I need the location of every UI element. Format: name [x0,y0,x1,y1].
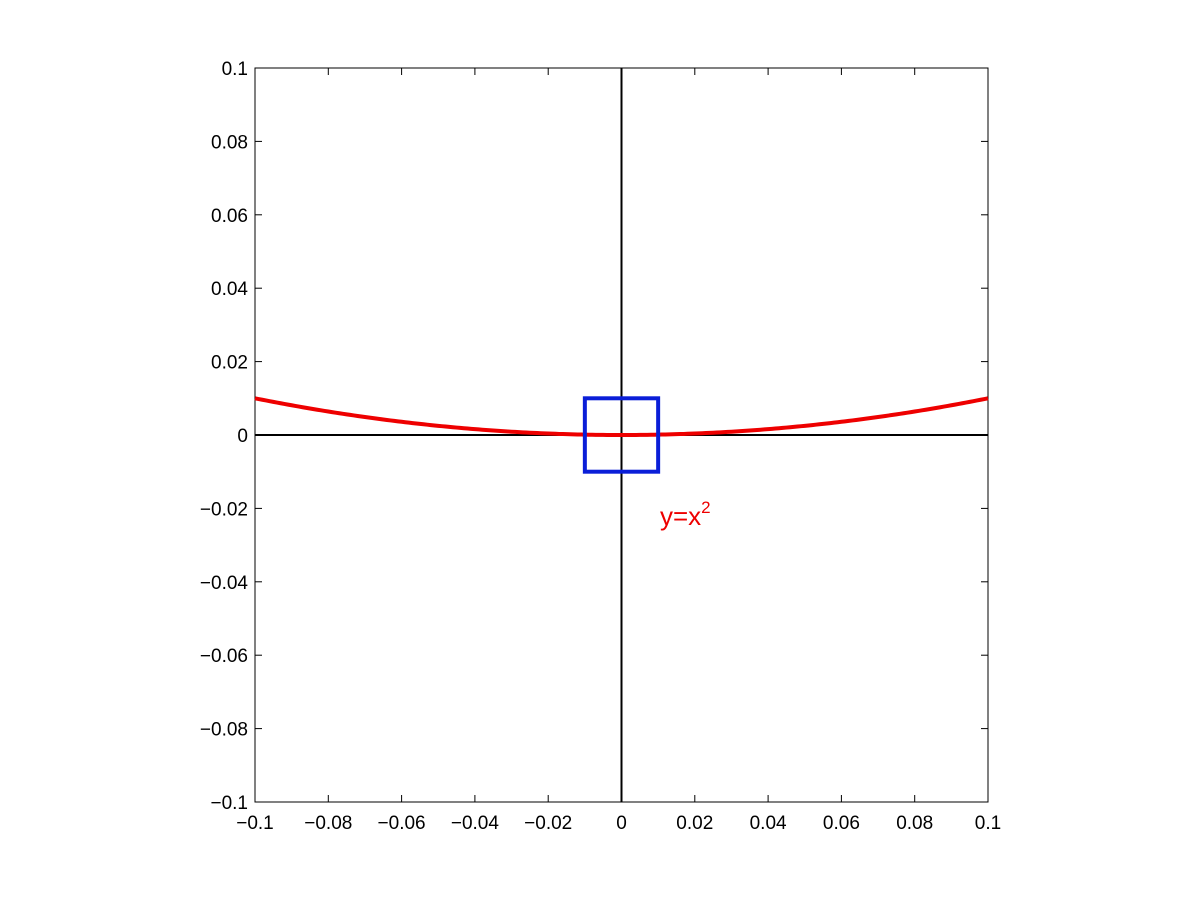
x-tick-label: 0.06 [823,813,860,834]
curve-annotation-base: y=x [660,501,701,531]
x-tick-label: −0.04 [451,813,500,834]
curve-annotation: y=x2 [660,498,711,531]
series-line-parabola [254,396,989,437]
annotation-layer: y=x2 [660,498,711,531]
y-tick-label: 0 [237,426,248,447]
y-tick-label: −0.02 [200,499,248,520]
y-tick-label: −0.1 [210,793,248,814]
x-tick-label: 0.02 [676,813,713,834]
box-layer [582,396,661,474]
zoom-box [582,396,661,474]
curve-annotation-superscript: 2 [701,498,710,517]
x-tick-label: 0.08 [896,813,933,834]
ticks-layer: −0.1 −0.08 −0.06 −0.04 −0.02 0 0.02 0.04 0.06 0.0… [200,59,1001,834]
y-tick-label: −0.04 [200,573,249,594]
x-tick-label: −0.06 [378,813,426,834]
y-tick-label: 0.04 [211,279,248,300]
y-tick-label: −0.06 [200,646,248,667]
y-tick-label: 0.08 [211,132,248,153]
x-tick-label: 0 [616,813,627,834]
y-tick-label: 0.06 [211,206,248,227]
x-tick-label: −0.1 [236,813,274,834]
x-tick-label: −0.02 [524,813,572,834]
y-tick-label: 0.02 [211,353,248,374]
y-tick-label: 0.1 [222,59,248,80]
x-tick-label: −0.08 [304,813,352,834]
series-layer [254,396,989,437]
y-tick-label: −0.08 [200,720,248,741]
x-tick-label: 0.1 [975,813,1001,834]
x-tick-label: 0.04 [750,813,787,834]
